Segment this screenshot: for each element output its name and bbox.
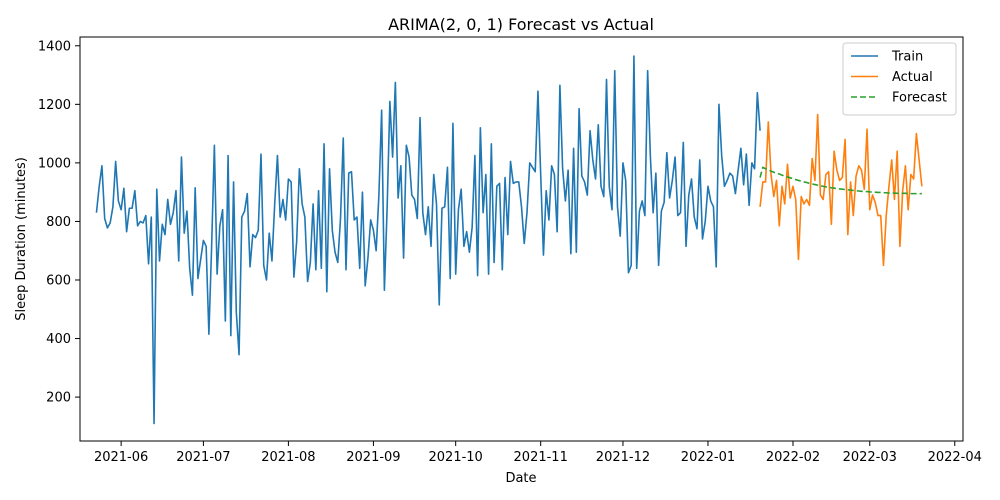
- legend: Train Actual Forecast: [842, 42, 957, 116]
- series-line-train: [95, 55, 761, 425]
- y-tick-label: 200: [46, 391, 71, 406]
- x-tick-label: 2022-04: [928, 450, 982, 465]
- x-tick-label: 2021-12: [596, 450, 650, 465]
- x-tick-label: 2021-06: [94, 450, 148, 465]
- y-tick-label: 1000: [38, 156, 71, 171]
- x-tick-label: 2022-01: [681, 450, 735, 465]
- series-line-forecast: [759, 166, 922, 195]
- x-tick-label: 2021-10: [429, 450, 483, 465]
- x-axis-label: Date: [505, 471, 536, 486]
- y-tick-label: 400: [46, 332, 71, 347]
- series-line-actual: [759, 113, 923, 267]
- x-tick-label: 2022-03: [843, 450, 897, 465]
- y-tick-label: 800: [46, 215, 71, 230]
- x-tick-label: 2021-09: [346, 450, 400, 465]
- x-tick-label: 2021-07: [176, 450, 230, 465]
- y-tick-label: 1200: [38, 98, 71, 113]
- y-tick-label: 1400: [38, 39, 71, 54]
- y-axis-label: Sleep Duration (minutes): [14, 157, 29, 321]
- legend-label-forecast: Forecast: [892, 91, 947, 106]
- legend-label-actual: Actual: [892, 70, 933, 85]
- legend-label-train: Train: [891, 50, 923, 65]
- series-layer: [95, 55, 923, 425]
- x-tick-label: 2022-02: [766, 450, 820, 465]
- axes-layer: 2021-06 2021-07 2021-08 2021-09 2021-10 2021-…: [38, 36, 982, 465]
- x-tick-label: 2021-08: [261, 450, 315, 465]
- y-tick-label: 600: [46, 273, 71, 288]
- x-tick-label: 2021-11: [514, 450, 568, 465]
- plot-frame: [79, 36, 964, 442]
- chart-title: ARIMA(2, 0, 1) Forecast vs Actual: [388, 15, 654, 34]
